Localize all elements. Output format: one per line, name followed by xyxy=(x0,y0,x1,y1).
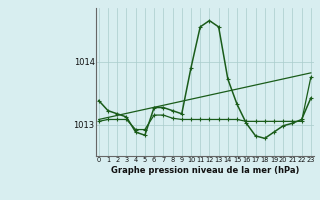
X-axis label: Graphe pression niveau de la mer (hPa): Graphe pression niveau de la mer (hPa) xyxy=(111,166,299,175)
